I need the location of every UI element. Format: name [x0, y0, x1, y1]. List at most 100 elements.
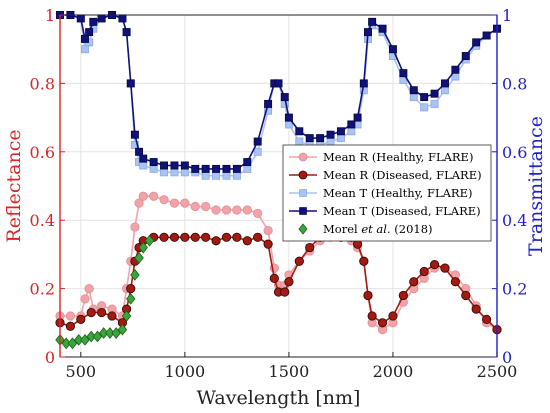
- x-tick-label: 500: [66, 362, 97, 381]
- legend-entry: Mean T (Diseased, FLARE): [289, 204, 481, 218]
- data-point: [347, 120, 356, 129]
- data-point: [170, 161, 179, 170]
- legend-marker: [299, 189, 307, 197]
- x-tick-label: 2500: [477, 362, 518, 381]
- data-point: [430, 89, 439, 98]
- data-point: [212, 171, 221, 180]
- legend-entry: Mean R (Diseased, FLARE): [289, 168, 482, 182]
- data-point: [105, 327, 115, 339]
- data-point: [253, 232, 263, 242]
- legend-entry: Morel et al. (2018): [298, 222, 433, 236]
- y-tick-label-right: 0: [502, 348, 512, 367]
- y-axis-label-left: Reflectance: [3, 129, 25, 242]
- legend-label: Mean T (Diseased, FLARE): [323, 204, 481, 218]
- data-point: [190, 232, 200, 242]
- data-point: [378, 24, 387, 33]
- legend-label: Morel et al. (2018): [323, 222, 433, 236]
- data-point: [130, 269, 140, 281]
- data-point: [280, 287, 290, 297]
- data-point: [222, 164, 231, 173]
- data-point: [409, 86, 418, 95]
- data-point: [97, 307, 107, 318]
- data-point: [398, 290, 408, 301]
- data-point: [126, 292, 136, 305]
- data-point: [367, 311, 377, 321]
- data-point: [347, 127, 356, 136]
- series-layer: [55, 11, 502, 350]
- data-point: [81, 34, 89, 43]
- data-point: [274, 79, 283, 88]
- data-point: [430, 99, 439, 108]
- data-point: [144, 234, 155, 247]
- legend-marker: [298, 223, 308, 235]
- data-point: [135, 147, 144, 156]
- data-point: [190, 201, 200, 212]
- data-point: [420, 93, 429, 102]
- data-point: [149, 164, 158, 173]
- data-point: [429, 260, 440, 270]
- y-tick-label-right: 0.2: [502, 280, 527, 299]
- data-point: [336, 127, 345, 136]
- data-point: [130, 140, 139, 149]
- data-point: [264, 99, 273, 108]
- data-point: [450, 277, 460, 287]
- legend-label-italic: et al.: [361, 222, 390, 236]
- data-point: [359, 79, 368, 88]
- series-3: [56, 11, 501, 173]
- legend-label: Mean R (Diseased, FLARE): [323, 168, 482, 182]
- x-tick-label: 1500: [269, 362, 310, 381]
- data-point: [326, 130, 335, 139]
- data-point: [316, 134, 325, 143]
- data-point: [80, 294, 90, 304]
- data-point: [134, 198, 144, 208]
- data-point: [243, 158, 252, 167]
- data-point: [117, 323, 128, 336]
- data-point: [471, 304, 481, 314]
- data-point: [139, 161, 148, 170]
- data-point: [242, 236, 252, 246]
- y-tick-label-left: 0.6: [30, 143, 55, 162]
- data-point: [85, 28, 94, 37]
- data-point: [482, 31, 491, 40]
- data-point: [89, 17, 98, 26]
- axis-ticks: 500 1000 1500 2000 250000.20.40.60.8100.20.4…: [30, 6, 528, 381]
- data-point: [284, 277, 294, 287]
- legend-marker: [298, 170, 308, 180]
- data-point: [111, 327, 121, 339]
- data-point: [149, 191, 159, 201]
- data-point: [74, 334, 84, 346]
- data-point: [232, 205, 242, 215]
- data-point: [359, 256, 369, 266]
- data-point: [269, 273, 279, 283]
- y-tick-label-right: 0.4: [502, 211, 527, 230]
- x-axis-label: Wavelength [nm]: [197, 387, 361, 409]
- data-point: [399, 69, 408, 78]
- data-point: [170, 168, 179, 177]
- y-tick-label-right: 1: [502, 6, 512, 25]
- data-point: [409, 93, 418, 102]
- data-point: [232, 164, 241, 173]
- data-point: [201, 164, 210, 173]
- data-point: [221, 232, 232, 242]
- legend-entry: Mean T (Healthy, FLARE): [289, 186, 472, 200]
- series-line: [60, 195, 498, 331]
- data-point: [138, 241, 148, 254]
- data-point: [191, 164, 200, 173]
- data-point: [92, 330, 103, 343]
- data-point: [138, 191, 148, 201]
- data-point: [363, 290, 373, 301]
- data-point: [65, 321, 76, 331]
- data-point: [243, 164, 252, 173]
- data-point: [388, 45, 397, 54]
- legend-marker: [298, 152, 308, 162]
- series-line: [60, 14, 498, 170]
- data-point: [336, 134, 345, 143]
- data-point: [130, 130, 139, 139]
- data-point: [368, 17, 377, 26]
- data-point: [377, 318, 388, 328]
- data-point: [169, 232, 180, 242]
- data-point: [80, 334, 90, 346]
- y-tick-label-left: 0.8: [30, 74, 55, 93]
- data-point: [180, 161, 189, 170]
- y-tick-label-left: 0.4: [30, 211, 55, 230]
